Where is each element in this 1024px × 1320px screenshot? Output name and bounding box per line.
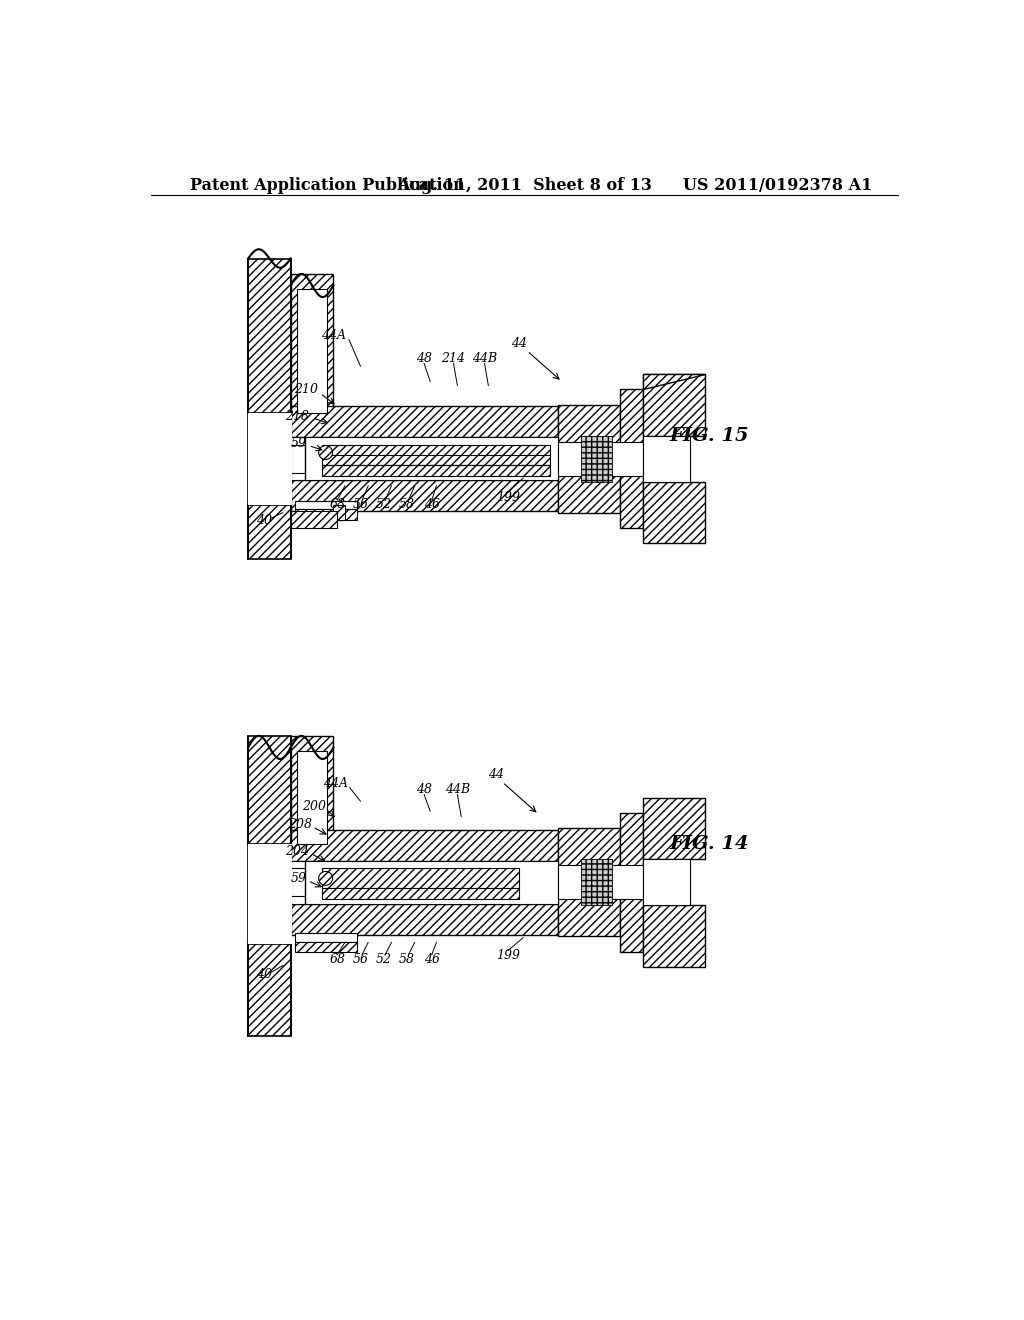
Ellipse shape [318, 446, 333, 459]
Bar [291, 275, 334, 412]
Bar [558, 442, 643, 475]
Text: 52: 52 [376, 499, 392, 511]
Bar [291, 437, 558, 480]
Text: 218: 218 [285, 409, 309, 422]
Text: FIG. 14: FIG. 14 [670, 834, 750, 853]
Text: 46: 46 [424, 499, 439, 511]
Text: 56: 56 [352, 499, 369, 511]
Text: 44A: 44A [321, 329, 346, 342]
Bar [295, 442, 317, 475]
Bar [643, 797, 706, 859]
Bar [248, 843, 292, 944]
Text: 40: 40 [256, 968, 271, 981]
Polygon shape [643, 374, 706, 389]
Text: 208: 208 [288, 818, 312, 832]
Text: 44: 44 [488, 768, 504, 781]
Bar [297, 289, 328, 412]
Text: Patent Application Publication: Patent Application Publication [190, 177, 465, 194]
Bar [643, 482, 706, 544]
Text: 199: 199 [496, 491, 520, 504]
Bar [322, 888, 519, 899]
Bar [558, 829, 621, 936]
Text: 210: 210 [294, 383, 318, 396]
Bar [291, 737, 334, 843]
Bar [295, 502, 356, 508]
Bar [334, 506, 345, 520]
Bar [322, 465, 550, 475]
Text: 56: 56 [352, 953, 369, 966]
Text: 44A: 44A [324, 777, 348, 791]
Bar [248, 737, 291, 1036]
Text: 52: 52 [376, 953, 392, 966]
Text: 44B: 44B [472, 352, 497, 366]
Text: 59: 59 [291, 437, 306, 450]
Bar [643, 436, 690, 482]
Bar [643, 906, 706, 966]
Text: US 2011/0192378 A1: US 2011/0192378 A1 [683, 177, 872, 194]
Bar [621, 389, 643, 528]
Text: 44B: 44B [444, 783, 470, 796]
Bar [295, 508, 356, 520]
Text: 214: 214 [441, 352, 466, 366]
Text: 68: 68 [330, 953, 345, 966]
Bar [621, 813, 643, 952]
Text: 59: 59 [291, 871, 306, 884]
Text: 46: 46 [424, 953, 439, 966]
Text: 199: 199 [496, 949, 520, 962]
Text: 58: 58 [399, 499, 415, 511]
Bar [322, 869, 519, 888]
Text: 68: 68 [330, 499, 345, 511]
Bar [291, 511, 337, 528]
Text: FIG. 15: FIG. 15 [670, 426, 750, 445]
Text: 58: 58 [399, 953, 415, 966]
Bar [295, 933, 356, 942]
Bar [643, 859, 690, 906]
Bar [295, 942, 356, 952]
Bar [248, 259, 291, 558]
Bar [291, 480, 558, 511]
Bar [291, 861, 558, 904]
Bar [248, 413, 292, 506]
Text: 48: 48 [416, 783, 432, 796]
Text: 48: 48 [416, 352, 432, 366]
Text: 200: 200 [302, 800, 326, 813]
Bar [291, 904, 558, 935]
Text: 204: 204 [285, 845, 309, 858]
Bar [297, 751, 328, 843]
Bar [558, 405, 621, 512]
Text: 44: 44 [511, 337, 527, 350]
Bar [582, 436, 612, 482]
Ellipse shape [318, 871, 333, 886]
Text: Aug. 11, 2011  Sheet 8 of 13: Aug. 11, 2011 Sheet 8 of 13 [397, 177, 652, 194]
Bar [558, 866, 643, 899]
Bar [295, 869, 317, 896]
Text: 40: 40 [256, 513, 271, 527]
Bar [291, 407, 558, 437]
Bar [291, 830, 558, 861]
Bar [322, 445, 550, 465]
Bar [582, 859, 612, 906]
Bar [643, 374, 706, 436]
